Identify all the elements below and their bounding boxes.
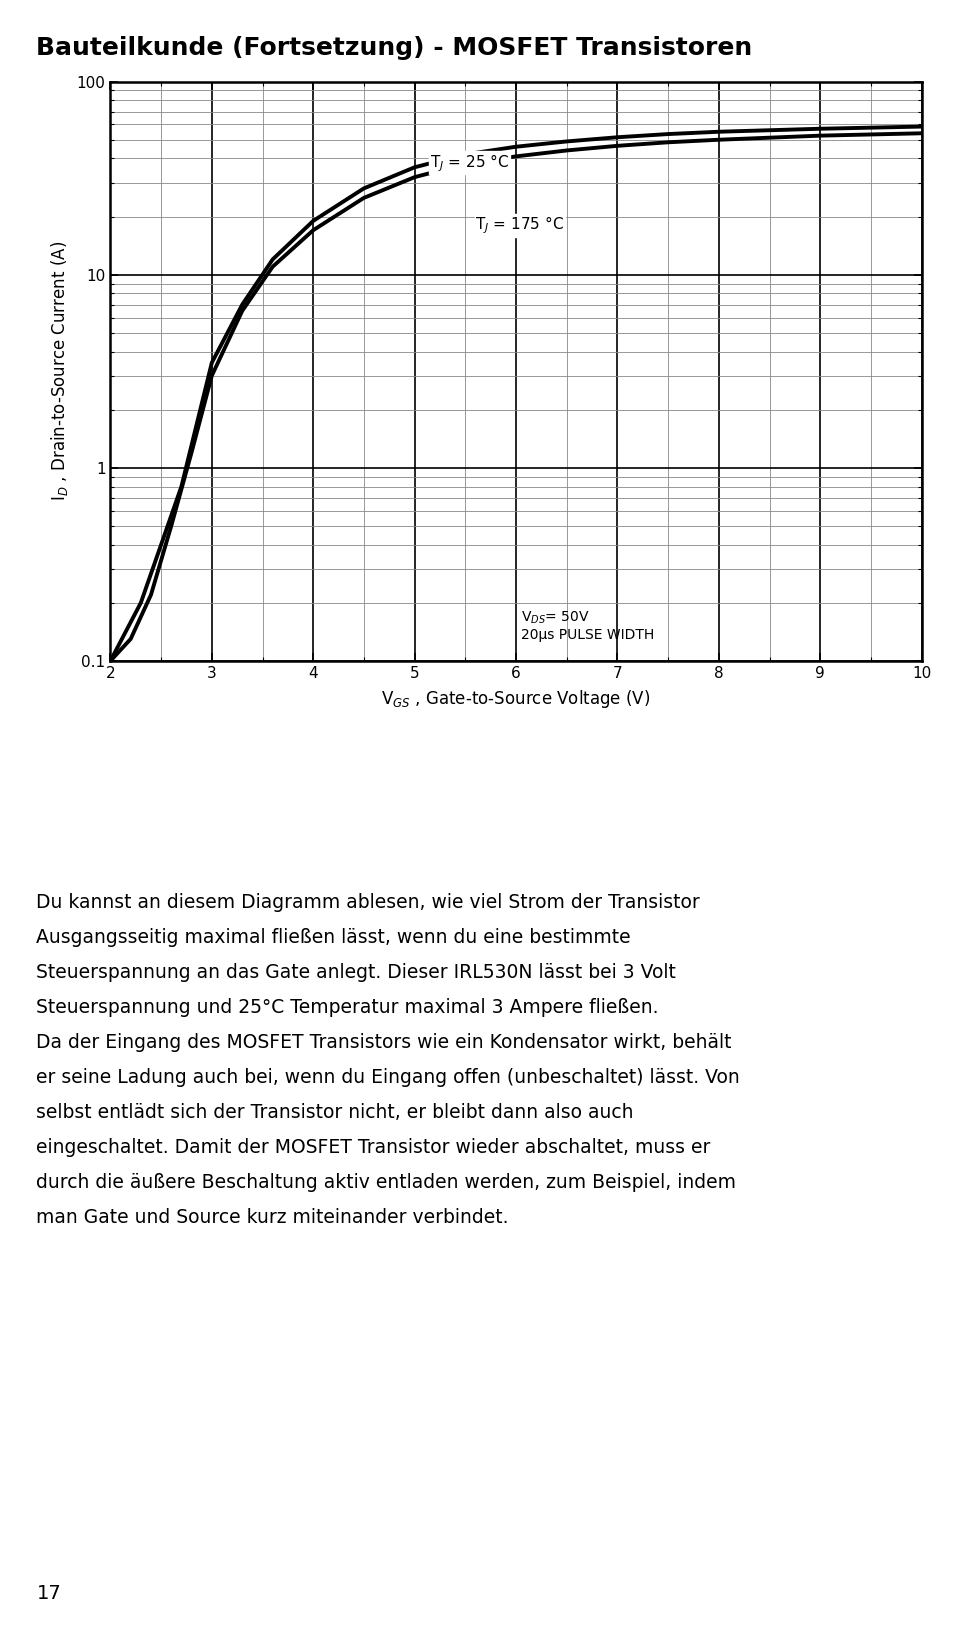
Text: Du kannst an diesem Diagramm ablesen, wie viel Strom der Transistor: Du kannst an diesem Diagramm ablesen, wi… (36, 893, 700, 912)
Text: eingeschaltet. Damit der MOSFET Transistor wieder abschaltet, muss er: eingeschaltet. Damit der MOSFET Transist… (36, 1139, 710, 1157)
Text: Steuerspannung und 25°C Temperatur maximal 3 Ampere fließen.: Steuerspannung und 25°C Temperatur maxim… (36, 999, 659, 1017)
Y-axis label: I$_D$ , Drain-to-Source Current (A): I$_D$ , Drain-to-Source Current (A) (49, 242, 70, 501)
Text: Bauteilkunde (Fortsetzung) - MOSFET Transistoren: Bauteilkunde (Fortsetzung) - MOSFET Tran… (36, 36, 753, 60)
Text: er seine Ladung auch bei, wenn du Eingang offen (unbeschaltet) lässt. Von: er seine Ladung auch bei, wenn du Eingan… (36, 1069, 740, 1087)
Text: Ausgangsseitig maximal fließen lässt, wenn du eine bestimmte: Ausgangsseitig maximal fließen lässt, we… (36, 927, 631, 947)
Text: man Gate und Source kurz miteinander verbindet.: man Gate und Source kurz miteinander ver… (36, 1208, 509, 1227)
Text: Steuerspannung an das Gate anlegt. Dieser IRL530N lässt bei 3 Volt: Steuerspannung an das Gate anlegt. Diese… (36, 963, 677, 982)
Text: T$_J$ = 175 °C: T$_J$ = 175 °C (475, 215, 564, 237)
Text: V$_{DS}$= 50V
20µs PULSE WIDTH: V$_{DS}$= 50V 20µs PULSE WIDTH (521, 610, 655, 643)
X-axis label: V$_{GS}$ , Gate-to-Source Voltage (V): V$_{GS}$ , Gate-to-Source Voltage (V) (381, 687, 651, 710)
Text: durch die äußere Beschaltung aktiv entladen werden, zum Beispiel, indem: durch die äußere Beschaltung aktiv entla… (36, 1173, 736, 1193)
Text: Da der Eingang des MOSFET Transistors wie ein Kondensator wirkt, behält: Da der Eingang des MOSFET Transistors wi… (36, 1033, 732, 1053)
Text: selbst entlädt sich der Transistor nicht, er bleibt dann also auch: selbst entlädt sich der Transistor nicht… (36, 1103, 634, 1123)
Text: 17: 17 (36, 1583, 61, 1603)
Text: T$_J$ = 25 °C: T$_J$ = 25 °C (430, 152, 509, 173)
